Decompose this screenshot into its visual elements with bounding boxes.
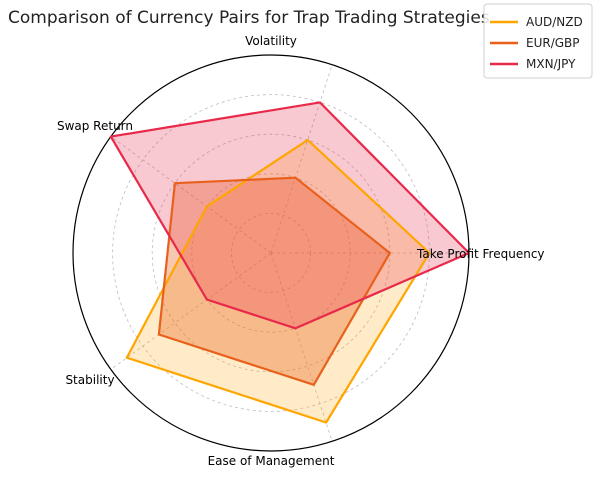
series-area-1	[126, 140, 430, 423]
axis-label-3: Swap Return	[57, 119, 133, 133]
series-layer	[109, 101, 471, 424]
series-area-2	[158, 177, 390, 385]
spoke-4	[110, 252, 272, 370]
axis-label-4: Stability	[65, 373, 114, 387]
chart-title: Comparison of Currency Pairs for Trap Tr…	[8, 8, 490, 28]
axis-label-5: Ease of Management	[208, 454, 335, 468]
axis-label-1: Take Profit Frequency	[416, 247, 545, 261]
grid-circle-1	[230, 212, 311, 293]
series-line-1	[125, 138, 431, 424]
legend: AUD/NZD EUR/GBP MXN/JPY	[483, 3, 593, 79]
series-line-2	[157, 176, 391, 386]
spoke-3	[110, 136, 272, 254]
axis-label-2: Volatility	[245, 34, 297, 48]
spoke-5	[270, 252, 333, 442]
spoke-2	[270, 64, 333, 254]
legend-label-2: EUR/GBP	[526, 36, 580, 50]
legend-label-3: MXN/JPY	[526, 57, 576, 71]
axis-labels: Take Profit Frequency Volatility Swap Retu…	[57, 34, 545, 468]
legend-label-1: AUD/NZD	[526, 15, 583, 29]
series-line-3	[109, 101, 471, 330]
